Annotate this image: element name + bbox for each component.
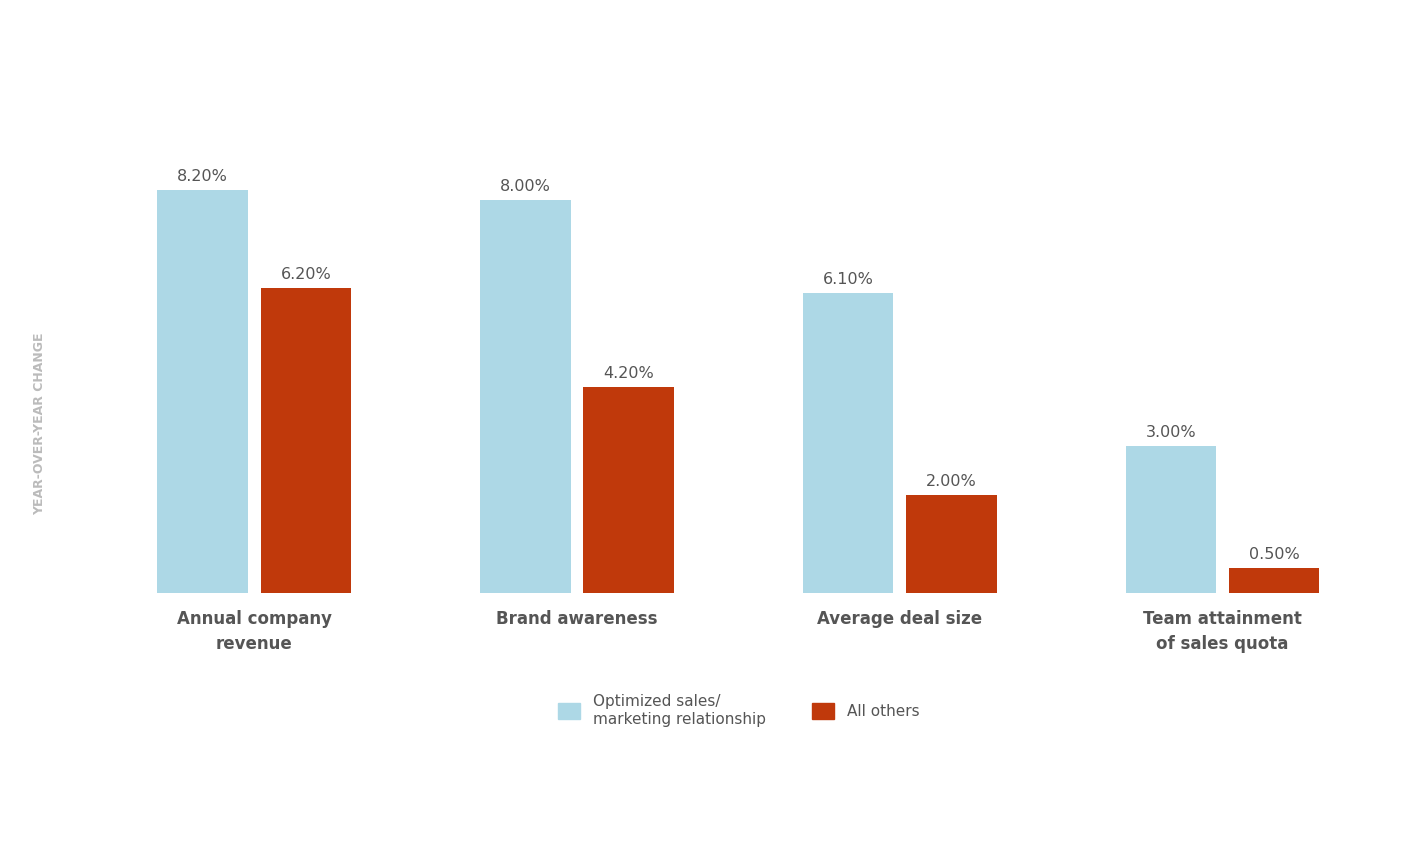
Text: 0.50%: 0.50% xyxy=(1248,547,1299,562)
Text: 3.00%: 3.00% xyxy=(1146,424,1196,440)
Bar xyxy=(158,190,248,593)
Text: YEAR-OVER-YEAR CHANGE: YEAR-OVER-YEAR CHANGE xyxy=(33,332,47,515)
Text: 8.00%: 8.00% xyxy=(500,179,551,194)
Text: 2.00%: 2.00% xyxy=(926,473,977,489)
Bar xyxy=(802,293,893,593)
Bar xyxy=(261,288,351,593)
Bar xyxy=(1228,568,1319,593)
Bar xyxy=(480,200,571,593)
Text: 6.10%: 6.10% xyxy=(822,273,873,287)
Text: 4.20%: 4.20% xyxy=(604,366,655,380)
Text: 6.20%: 6.20% xyxy=(281,268,331,282)
Legend: Optimized sales/
marketing relationship, All others: Optimized sales/ marketing relationship,… xyxy=(551,688,926,733)
Bar xyxy=(584,386,674,593)
Bar xyxy=(906,495,997,593)
Bar xyxy=(1126,446,1216,593)
Text: 8.20%: 8.20% xyxy=(178,169,229,184)
